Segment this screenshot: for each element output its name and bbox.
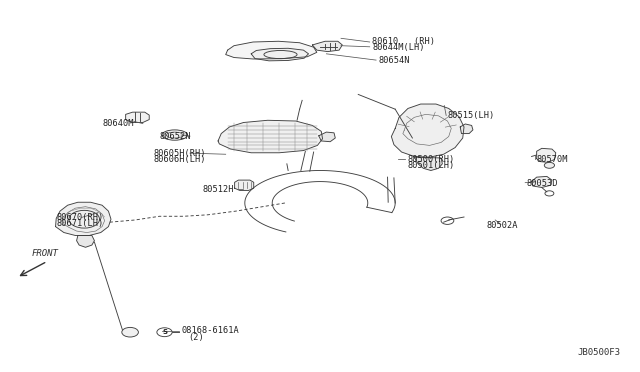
Text: 80502A: 80502A xyxy=(487,221,518,230)
Text: 80670(RH): 80670(RH) xyxy=(56,213,104,222)
Circle shape xyxy=(122,327,138,337)
Text: FRONT: FRONT xyxy=(31,249,58,259)
Text: 80654N: 80654N xyxy=(379,56,410,65)
Text: 08168-6161A: 08168-6161A xyxy=(181,326,239,335)
Polygon shape xyxy=(414,157,442,170)
Text: 80671(LH): 80671(LH) xyxy=(56,219,104,228)
Text: JB0500F3: JB0500F3 xyxy=(578,348,621,357)
Polygon shape xyxy=(460,124,473,134)
Polygon shape xyxy=(312,41,342,52)
Polygon shape xyxy=(532,176,552,187)
Polygon shape xyxy=(537,148,556,162)
Polygon shape xyxy=(392,104,464,157)
Polygon shape xyxy=(319,132,335,142)
Circle shape xyxy=(544,162,554,168)
Text: 80610   (RH): 80610 (RH) xyxy=(372,37,435,46)
Polygon shape xyxy=(56,202,111,235)
Text: 80570M: 80570M xyxy=(537,155,568,164)
Text: S: S xyxy=(162,329,167,335)
Text: 80606H(LH): 80606H(LH) xyxy=(153,155,205,164)
Text: 80501(LH): 80501(LH) xyxy=(408,161,455,170)
Text: 80053D: 80053D xyxy=(527,179,558,187)
Text: 80644M(LH): 80644M(LH) xyxy=(372,43,425,52)
Text: 80605H(RH): 80605H(RH) xyxy=(153,149,205,158)
Polygon shape xyxy=(235,180,253,190)
Circle shape xyxy=(157,328,172,337)
Text: 80512H: 80512H xyxy=(203,185,234,194)
Polygon shape xyxy=(226,41,317,59)
Text: 80640M: 80640M xyxy=(102,119,134,128)
Ellipse shape xyxy=(162,130,188,140)
Polygon shape xyxy=(218,120,323,153)
Polygon shape xyxy=(77,235,95,247)
Polygon shape xyxy=(125,112,149,122)
Text: 80500(RH): 80500(RH) xyxy=(408,155,455,164)
Text: 80515(LH): 80515(LH) xyxy=(447,111,495,121)
Text: (2): (2) xyxy=(189,333,205,342)
Text: 80652N: 80652N xyxy=(159,132,191,141)
Polygon shape xyxy=(251,48,308,61)
